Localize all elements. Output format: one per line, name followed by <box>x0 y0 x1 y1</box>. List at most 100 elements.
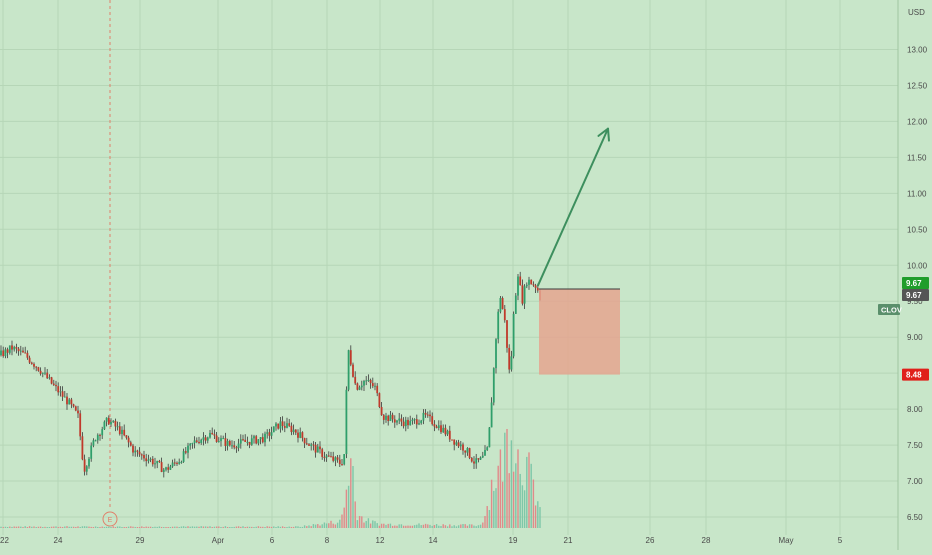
volume-bar <box>9 526 11 528</box>
volume-bar <box>141 526 143 528</box>
volume-bar <box>259 526 262 528</box>
candle-body <box>347 350 350 390</box>
volume-bar <box>521 485 524 528</box>
x-tick-label: 24 <box>54 536 63 545</box>
candle-body <box>125 435 128 438</box>
candle-body <box>70 399 73 405</box>
volume-bar <box>367 518 370 528</box>
volume-bar <box>193 526 196 528</box>
candle-body <box>39 370 42 374</box>
candle-body <box>187 445 189 453</box>
candle-body <box>448 430 451 440</box>
candle-body <box>6 349 9 353</box>
volume-bar <box>132 526 134 528</box>
volume-bar <box>374 521 376 528</box>
volume-bar <box>110 527 112 528</box>
y-tick-label: 7.50 <box>907 441 923 450</box>
volume-bar <box>418 523 420 528</box>
volume-bar <box>178 527 180 528</box>
candle-body <box>231 445 233 447</box>
candle-body <box>382 415 385 420</box>
volume-bar <box>534 505 537 528</box>
candle-body <box>283 426 286 428</box>
candle-body <box>343 454 346 465</box>
volume-bar <box>55 526 57 528</box>
volume-bar <box>449 524 451 528</box>
candle-body <box>281 421 284 427</box>
candle-body <box>279 421 282 429</box>
candle-body <box>184 451 187 453</box>
last-price-badge-bg <box>902 277 929 290</box>
volume-bar <box>112 526 114 528</box>
candle-body <box>301 432 304 439</box>
candle-body <box>321 449 324 457</box>
candle-body <box>17 348 20 352</box>
volume-bar <box>266 526 268 528</box>
volume-bar <box>11 526 13 528</box>
volume-bar <box>176 526 178 528</box>
candle-body <box>429 414 431 417</box>
candle-body <box>176 462 178 464</box>
volume-bar <box>339 519 341 528</box>
candle-body <box>523 286 526 304</box>
candle-body <box>398 418 401 421</box>
candle-body <box>299 432 302 438</box>
x-tick-label: 26 <box>646 536 655 545</box>
volume-bar <box>53 526 55 528</box>
candle-body <box>371 383 374 387</box>
candle-body <box>495 339 497 369</box>
candle-body <box>378 393 381 408</box>
y-tick-label: 12.00 <box>907 117 928 126</box>
candle-body <box>66 396 68 405</box>
volume-bar <box>134 526 136 528</box>
earnings-marker[interactable] <box>102 511 118 527</box>
volume-bar <box>306 526 308 528</box>
candle-body <box>266 432 269 434</box>
target-arrow[interactable] <box>537 127 609 287</box>
volume-bar <box>231 527 233 528</box>
risk-zone[interactable] <box>539 289 620 375</box>
candle-body <box>457 442 460 447</box>
volume-bar <box>484 516 486 528</box>
x-tick-label: 28 <box>702 536 711 545</box>
candle-body <box>33 363 35 367</box>
volume-bar <box>83 526 86 528</box>
volume-bar <box>116 526 119 528</box>
volume-bar <box>20 526 22 528</box>
volume-bar <box>121 527 123 528</box>
candle-body <box>77 410 79 414</box>
candle-body <box>288 423 291 426</box>
volume-bar <box>114 527 117 528</box>
volume-bar <box>475 526 477 528</box>
volume-bar <box>376 523 378 528</box>
volume-bar <box>75 526 77 528</box>
volume-bar <box>171 526 174 528</box>
candle-body <box>466 448 469 453</box>
candle-body <box>206 437 209 441</box>
candle-body <box>389 414 392 422</box>
candle-body <box>433 424 436 427</box>
candle-body <box>72 404 75 407</box>
volume-bar <box>330 520 332 528</box>
volume-bar <box>81 526 84 528</box>
candle-body <box>338 459 341 465</box>
volume-bar <box>277 526 279 528</box>
candle-body <box>310 444 313 446</box>
volume-bar <box>455 526 458 528</box>
candle-body <box>272 426 275 433</box>
volume-bar <box>343 507 345 528</box>
candle-body <box>107 417 110 425</box>
volume-bar <box>123 527 125 528</box>
candle-body <box>41 372 44 374</box>
candle-body <box>369 379 372 384</box>
volume-bar <box>497 465 499 528</box>
volume-bar <box>218 526 220 528</box>
candle-body <box>514 295 517 314</box>
volume-bar <box>156 526 158 528</box>
candle-body <box>235 447 238 449</box>
volume-bar <box>512 471 515 528</box>
volume-bar <box>165 527 167 528</box>
volume-bar <box>438 525 440 528</box>
